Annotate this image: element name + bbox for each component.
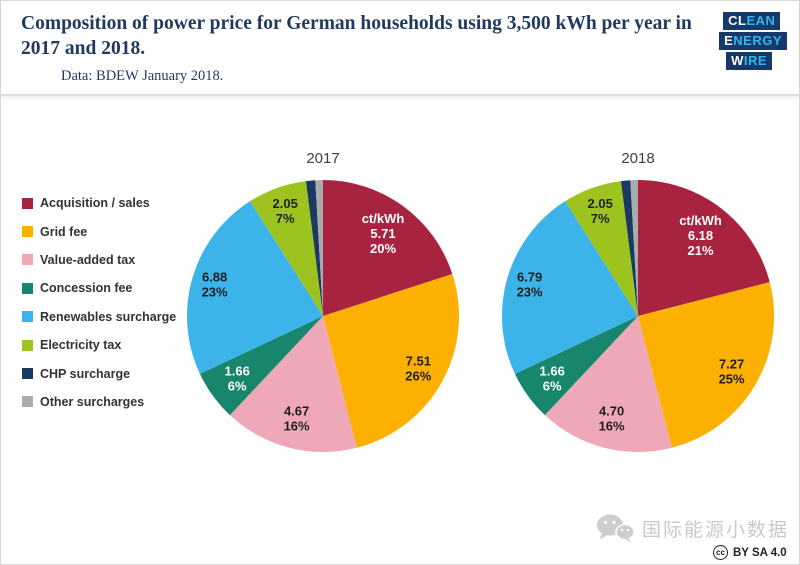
pie-slice-grid-fee xyxy=(323,273,459,448)
slice-label-value-added-tax: 4.70 16% xyxy=(599,404,625,434)
legend-label: Renewables surcharge xyxy=(40,309,177,324)
wechat-icon xyxy=(597,514,635,543)
page-title: Composition of power price for German ho… xyxy=(21,13,692,59)
slice-label-value-added-tax: 4.67 16% xyxy=(284,404,310,434)
legend-swatch xyxy=(22,226,33,238)
logo-line-1: ENERGY xyxy=(719,32,787,50)
legend-item-electricity-tax: Electricity tax xyxy=(22,331,176,359)
legend-item-value-added-tax: Value-added tax xyxy=(22,246,176,274)
legend-swatch xyxy=(22,339,33,351)
pie-title-2017: 2017 xyxy=(306,150,340,167)
slice-label-grid-fee: 7.51 26% xyxy=(405,353,431,383)
legend-item-renewables-surcharge: Renewables surcharge xyxy=(22,303,176,331)
legend-item-chp-surcharge: CHP surcharge xyxy=(22,359,176,387)
slice-label-concession-fee: 1.66 6% xyxy=(225,363,250,393)
legend-label: Acquisition / sales xyxy=(40,196,150,211)
slice-label-renewables-surcharge: 6.79 23% xyxy=(517,270,543,300)
pie-slice-acquisition-sales xyxy=(323,180,453,316)
slice-label-renewables-surcharge: 6.88 23% xyxy=(202,270,228,300)
pie-svg-2018: ct/kWh 6.18 21% 7.27 25% 4.70 16% 1.66 6% 6.79 23%… xyxy=(501,180,775,453)
pie-slice-concession-fee xyxy=(514,316,638,416)
license-text: BY SA 4.0 xyxy=(733,546,787,559)
pie-slice-electricity-tax xyxy=(250,181,323,316)
pie-svg-2017: ct/kWh 5.71 20% 7.51 26% 4.67 16% 1.66 6% 6.88 23%… xyxy=(186,180,459,453)
watermark-text: 国际能源小数据 xyxy=(642,519,790,541)
legend-label: Value-added tax xyxy=(40,252,136,267)
pie-slice-renewables-surcharge xyxy=(186,201,323,374)
logo-line-2: WIRE xyxy=(726,52,773,70)
license-line: cc BY SA 4.0 xyxy=(713,545,787,560)
pie-chart-2017: 2017 ct/kWh 5.71 20% 7.51 26% 4.67 16% 1.66 6% 6.… xyxy=(183,150,463,456)
legend-label: Grid fee xyxy=(40,224,88,239)
clean-energy-wire-logo: CLEAN ENERGY WIRE xyxy=(719,12,787,70)
slice-label-acquisition-sales: ct/kWh 6.18 21% xyxy=(679,213,722,258)
legend-swatch xyxy=(22,197,33,209)
pie-slice-chp-surcharge xyxy=(305,180,323,316)
slice-label-electricity-tax: 2.05 7% xyxy=(273,196,298,226)
pie-slice-value-added-tax xyxy=(544,316,672,453)
legend-item-acquisition-sales: Acquisition / sales xyxy=(22,189,176,217)
pie-slice-other-surcharges xyxy=(630,180,638,316)
legend-item-grid-fee: Grid fee xyxy=(22,217,176,245)
watermark: 国际能源小数据 xyxy=(595,513,789,543)
legend-label: Concession fee xyxy=(40,281,133,296)
slice-label-grid-fee: 7.27 25% xyxy=(719,356,745,386)
creative-commons-icon: cc xyxy=(713,545,728,560)
legend-swatch xyxy=(22,368,33,380)
pie-chart-2018: 2018 ct/kWh 6.18 21% 7.27 25% 4.70 16% 1.66 6% 6.… xyxy=(498,150,778,456)
pie-slice-other-surcharges xyxy=(315,180,323,316)
slice-label-acquisition-sales: ct/kWh 5.71 20% xyxy=(362,211,405,256)
pie-slice-value-added-tax xyxy=(229,316,357,453)
legend-label: Electricity tax xyxy=(40,338,122,353)
pie-title-2018: 2018 xyxy=(621,150,655,167)
legend-swatch xyxy=(22,254,33,266)
pie-slice-electricity-tax xyxy=(565,181,638,316)
legend: Acquisition / sales Grid fee Value-added t… xyxy=(22,189,176,416)
legend-label: Other surcharges xyxy=(40,394,145,409)
legend-swatch xyxy=(22,396,33,408)
pie-slice-chp-surcharge xyxy=(620,180,638,316)
legend-item-other-surcharges: Other surcharges xyxy=(22,388,176,416)
pie-slice-grid-fee xyxy=(638,282,775,448)
slice-label-concession-fee: 1.66 6% xyxy=(540,363,565,393)
slice-label-electricity-tax: 2.05 7% xyxy=(588,196,613,226)
legend-swatch xyxy=(22,311,33,323)
pie-slice-concession-fee xyxy=(199,316,323,416)
pie-slice-acquisition-sales xyxy=(638,180,770,316)
pie-slice-renewables-surcharge xyxy=(501,201,638,374)
logo-line-0: CLEAN xyxy=(723,12,781,30)
legend-item-concession-fee: Concession fee xyxy=(22,274,176,302)
legend-label: CHP surcharge xyxy=(40,366,131,381)
data-source-note: Data: BDEW January 2018. xyxy=(61,68,224,84)
header: Composition of power price for German ho… xyxy=(1,1,799,96)
legend-swatch xyxy=(22,282,33,294)
